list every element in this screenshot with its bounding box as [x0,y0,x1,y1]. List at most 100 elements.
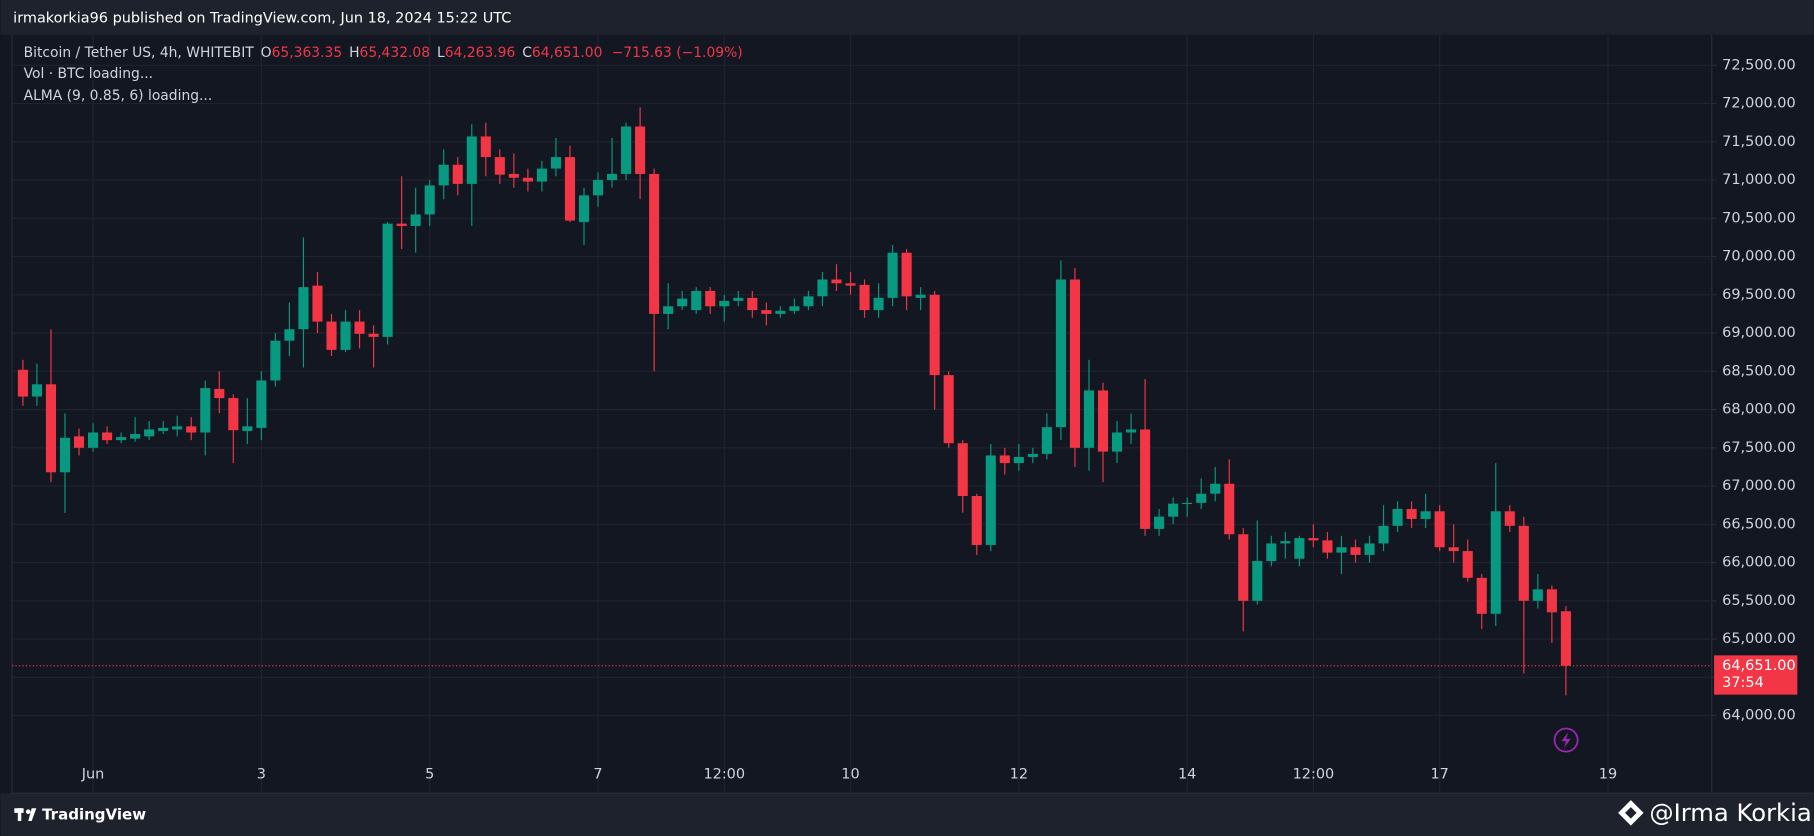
body [1308,538,1319,541]
body [578,195,590,223]
body [1280,541,1291,544]
symbol: Bitcoin / Tether US, 4h, WHITEBIT [24,45,255,61]
indicator: ALMA (9, 0.85, 6) loading... [24,88,213,104]
body [340,321,351,350]
x-tick-label: 19 [1599,767,1617,783]
body [957,443,968,496]
body [1518,525,1529,601]
body [466,136,477,184]
legend-label: O [261,45,272,61]
body [298,287,309,330]
body [256,380,267,428]
body [719,300,730,307]
y-tick-label: 64,000.00 [1722,708,1795,724]
body [1041,427,1052,454]
body [1027,453,1038,457]
body [1238,534,1249,601]
body [102,432,113,441]
body [733,297,744,301]
body [1013,456,1024,464]
bottom-bar [0,793,1814,836]
y-tick-label: 65,500.00 [1722,593,1795,609]
x-tick-label: 14 [1178,767,1196,783]
body [1476,577,1487,614]
y-tick-label: 69,500.00 [1722,287,1795,303]
body [1140,429,1151,529]
body [845,283,856,286]
body [242,426,253,431]
body [943,375,954,444]
legend-value: 65,363.35 [272,45,343,61]
body [1504,511,1515,526]
body [410,214,421,226]
y-tick-label: 69,000.00 [1722,325,1795,341]
body [228,398,239,431]
y-tick-label: 68,000.00 [1722,402,1795,418]
logo-part [25,809,31,815]
body [1266,543,1277,562]
body [859,284,870,311]
body [564,157,576,221]
body [270,340,281,381]
legend-value: 64,651.00 [532,45,603,61]
y-tick-label: 68,500.00 [1722,363,1795,379]
body [1210,483,1221,494]
body [887,252,898,298]
body [17,369,28,397]
body [1490,511,1501,614]
x-tick-label: 12 [1010,767,1028,783]
body [312,285,323,322]
body [186,426,197,433]
body [1069,279,1080,448]
y-tick-label: 72,500.00 [1722,57,1795,73]
legend-label: L [437,45,445,61]
body [1097,390,1109,452]
body [1336,547,1347,553]
logo-part [28,808,37,821]
y-tick-label: 70,000.00 [1722,249,1795,265]
body [1083,390,1095,448]
last-price-label: 64,651.00 [1722,658,1795,674]
body [1111,432,1123,452]
body [817,279,828,297]
body [1532,589,1543,601]
body [1126,429,1137,433]
body [705,290,716,307]
body [663,306,674,314]
body [73,436,85,448]
body [1252,561,1263,601]
x-tick-label: 3 [257,767,266,783]
tv-logo [14,808,37,821]
body [494,157,505,175]
body [1448,547,1459,552]
body [522,177,533,182]
alert-bolt [1561,731,1571,749]
body [144,429,155,437]
y-tick-label: 72,000.00 [1722,96,1795,112]
body [1168,503,1179,517]
body [803,296,814,307]
body [59,437,71,473]
body [130,434,141,439]
body [1462,551,1473,578]
alert-icon[interactable] [1553,727,1579,753]
body [775,310,786,314]
body [396,223,407,226]
y-tick-label: 67,000.00 [1722,478,1795,494]
y-tick-label: 66,500.00 [1722,516,1795,532]
published-text: irmakorkia96 published on TradingView.co… [13,11,511,27]
legend-value: 65,432.08 [360,45,431,61]
body [1196,493,1207,503]
body [508,173,519,178]
x-tick-label: 12:00 [1293,767,1335,783]
body [789,306,800,311]
body [158,427,169,431]
x-tick-label: 17 [1430,767,1448,783]
body [214,388,225,399]
body [424,185,435,215]
body [480,136,491,158]
body [1420,511,1431,519]
